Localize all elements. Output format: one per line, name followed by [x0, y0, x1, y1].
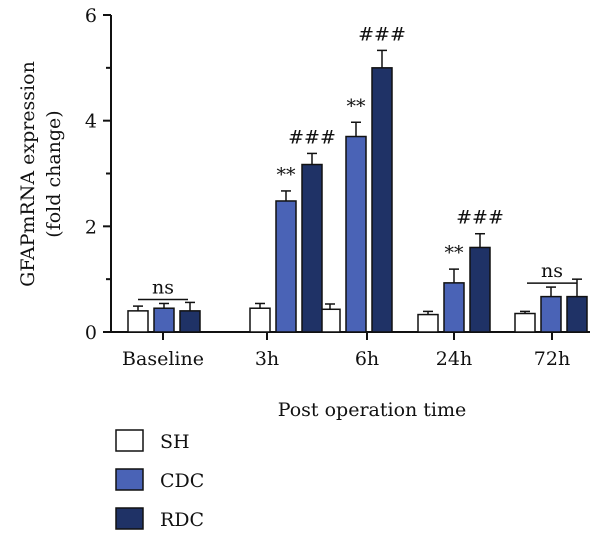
bar-sh-72h	[514, 312, 536, 333]
significance-label: **	[277, 164, 297, 186]
bar-cdc-24h	[443, 282, 465, 333]
bar-sh-3h	[249, 307, 271, 333]
x-tick-label: 72h	[534, 348, 570, 370]
x-tick-label: 6h	[355, 348, 379, 370]
legend-swatch-cdc	[115, 468, 144, 491]
significance-label: ###	[288, 126, 336, 148]
legend: SH CDC RDC	[115, 429, 204, 531]
legend-swatch-sh	[115, 429, 144, 452]
significance-label: ns	[152, 276, 174, 298]
bar-sh-baseline	[127, 310, 149, 333]
tick-labels-layer: 0 2 4 6 Baseline 3h 6h 24h 72h	[85, 5, 570, 370]
legend-label-sh: SH	[160, 431, 190, 453]
legend-label-cdc: CDC	[160, 470, 204, 492]
y-tick-label: 6	[85, 5, 97, 27]
y-axis-title-line: GFAPmRNA expression	[17, 61, 39, 287]
y-tick-label: 2	[85, 216, 97, 238]
y-tick-label: 0	[85, 322, 97, 344]
significance-label: ###	[456, 207, 504, 229]
axis-titles-layer: GFAPmRNA expression (fold change) Post ope…	[17, 61, 466, 421]
y-axis-title: GFAPmRNA expression (fold change)	[17, 61, 65, 287]
error-bars-layer	[133, 49, 582, 315]
significance-label: **	[445, 242, 465, 264]
bar-rdc-baseline	[179, 310, 201, 333]
bar-cdc-6h	[345, 135, 367, 333]
bar-cdc-baseline	[153, 307, 175, 333]
bar-cdc-72h	[540, 295, 562, 333]
legend-label-rdc: RDC	[160, 509, 204, 530]
bar-sh-6h	[319, 308, 341, 333]
x-tick-label: 3h	[255, 348, 279, 370]
x-axis-title: Post operation time	[278, 399, 467, 421]
y-tick-label: 4	[85, 111, 97, 133]
y-axis-title-line: (fold change)	[43, 110, 65, 237]
bar-rdc-3h	[301, 163, 323, 333]
bar-cdc-3h	[275, 200, 297, 333]
significance-label: **	[347, 95, 367, 117]
x-tick-label: Baseline	[122, 348, 204, 370]
bar-sh-24h	[417, 313, 439, 333]
x-tick-label: 24h	[436, 348, 472, 370]
bar-rdc-72h	[566, 295, 588, 333]
annotations-layer: ns ** ### ** ### ** ### ns	[138, 23, 577, 301]
bar-rdc-6h	[371, 67, 393, 333]
significance-label: ###	[358, 23, 406, 45]
bar-rdc-24h	[469, 246, 491, 333]
significance-label: ns	[541, 260, 563, 282]
legend-swatch-rdc	[115, 507, 144, 530]
bars-layer	[127, 67, 588, 333]
